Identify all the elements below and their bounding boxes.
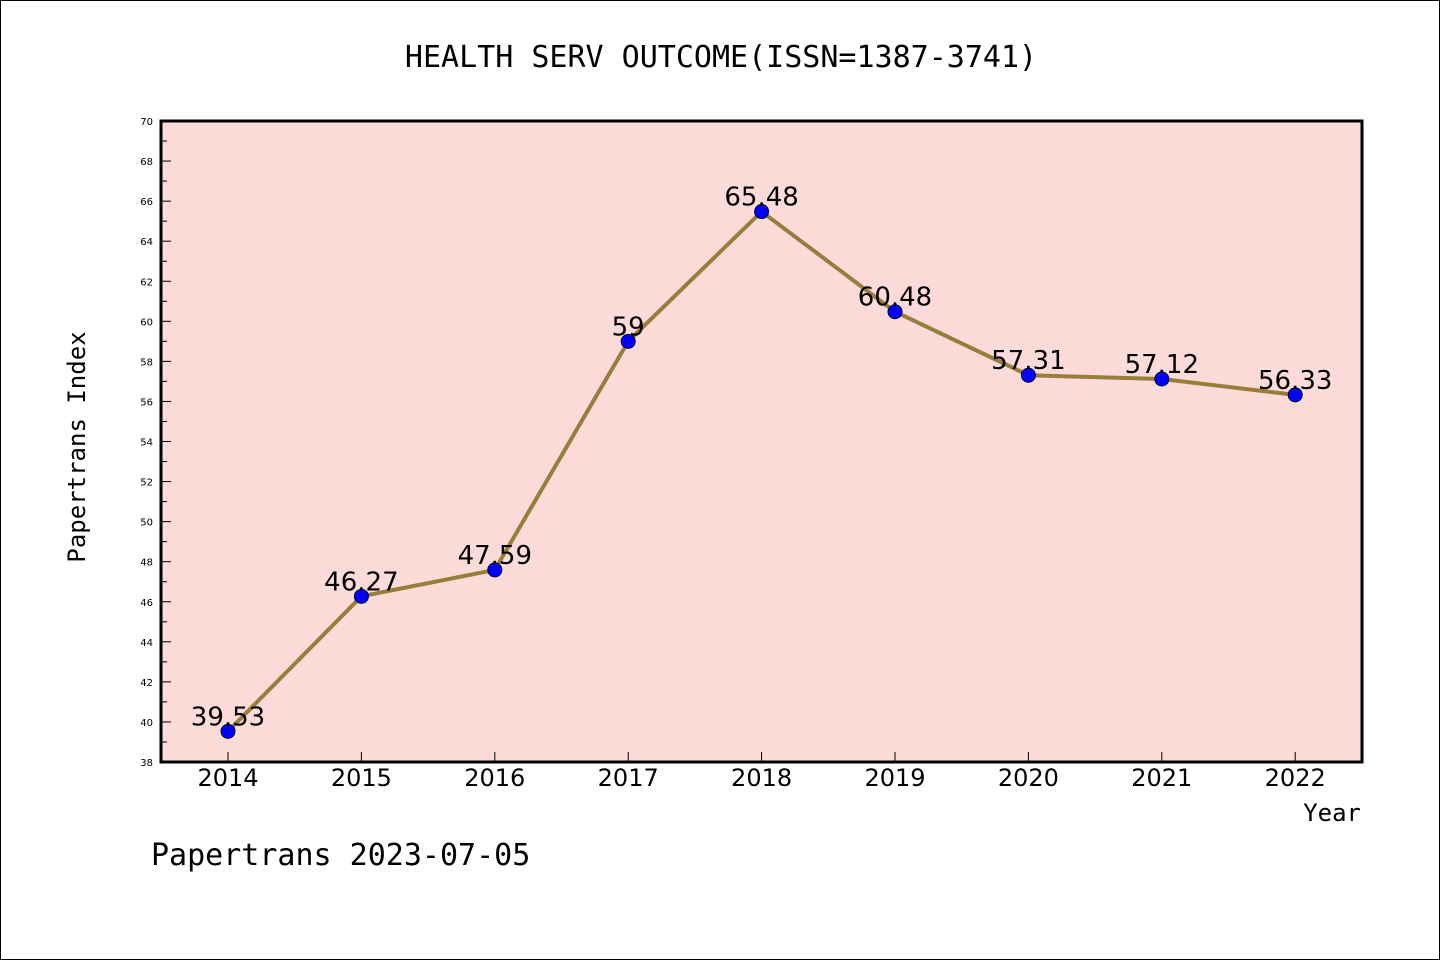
y-tick-label: 62 <box>140 277 153 288</box>
data-point <box>220 723 236 739</box>
data-point <box>1287 387 1303 403</box>
footer-watermark: Papertrans 2023-07-05 <box>151 838 530 873</box>
x-tick-label: 2017 <box>598 764 659 792</box>
series-layer <box>220 204 1303 739</box>
x-tick-label: 2014 <box>197 764 258 792</box>
plot-border <box>159 119 1364 764</box>
x-axis-title: Year <box>1303 799 1361 827</box>
data-point <box>754 204 770 220</box>
data-label: 47.59 <box>458 541 532 571</box>
y-tick-label: 60 <box>140 317 153 328</box>
data-point <box>887 304 903 320</box>
y-tick-label: 70 <box>140 117 153 128</box>
data-label: 46.27 <box>324 567 398 597</box>
y-axis-title: Papertrans Index <box>63 331 91 562</box>
chart-title: HEALTH SERV OUTCOME(ISSN=1387-3741) <box>405 40 1037 75</box>
y-tick-label: 50 <box>140 518 153 529</box>
data-label: 56.33 <box>1258 366 1332 396</box>
y-tick-label: 40 <box>140 718 153 729</box>
data-label-layer: 39.53 46.27 47.59 59 65.48 60.48 57.31 57.12 56.… <box>191 183 1333 733</box>
y-tick-label: 66 <box>140 197 153 208</box>
y-tick-label: 48 <box>140 558 153 569</box>
data-label: 39.53 <box>191 702 265 732</box>
data-label: 60.48 <box>858 283 932 313</box>
y-tick-label: 64 <box>140 237 153 248</box>
data-point <box>1020 367 1036 383</box>
data-label: 57.31 <box>991 346 1065 376</box>
y-tick-label: 38 <box>140 758 153 769</box>
y-axis: 38 40 42 44 46 48 50 52 54 56 58 60 62 64 66 68 70 <box>140 117 171 769</box>
data-label: 57.12 <box>1125 350 1199 380</box>
x-axis: 2014 2015 2016 2017 2018 2019 2020 2021 2022 <box>197 752 1326 792</box>
data-point <box>353 588 369 604</box>
x-tick-label: 2019 <box>864 764 925 792</box>
data-point <box>1154 371 1170 387</box>
y-tick-label: 56 <box>140 397 153 408</box>
x-tick-label: 2021 <box>1131 764 1192 792</box>
y-tick-label: 44 <box>140 638 153 649</box>
x-tick-label: 2016 <box>464 764 525 792</box>
y-tick-label: 52 <box>140 478 153 489</box>
x-tick-label: 2020 <box>998 764 1059 792</box>
x-tick-label: 2018 <box>731 764 792 792</box>
y-tick-label: 54 <box>140 438 153 449</box>
data-label: 65.48 <box>724 183 798 213</box>
y-tick-label: 58 <box>140 357 153 368</box>
data-label: 59 <box>612 312 645 342</box>
y-tick-label: 46 <box>140 598 153 609</box>
data-point <box>620 333 636 349</box>
data-point <box>487 562 503 578</box>
y-tick-label: 42 <box>140 678 153 689</box>
plot-area <box>161 121 1362 762</box>
x-tick-label: 2022 <box>1265 764 1326 792</box>
x-tick-label: 2015 <box>331 764 392 792</box>
y-tick-label: 68 <box>140 157 153 168</box>
